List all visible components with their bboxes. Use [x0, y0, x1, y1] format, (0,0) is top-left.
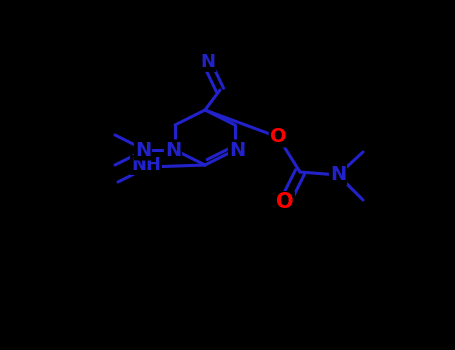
Text: N: N: [165, 140, 181, 160]
Text: O: O: [270, 127, 286, 147]
Text: N: N: [201, 53, 216, 71]
Text: NH: NH: [131, 156, 161, 174]
Text: O: O: [276, 192, 294, 212]
Text: N: N: [330, 166, 346, 184]
Text: N: N: [229, 140, 245, 160]
Text: N: N: [135, 140, 151, 160]
